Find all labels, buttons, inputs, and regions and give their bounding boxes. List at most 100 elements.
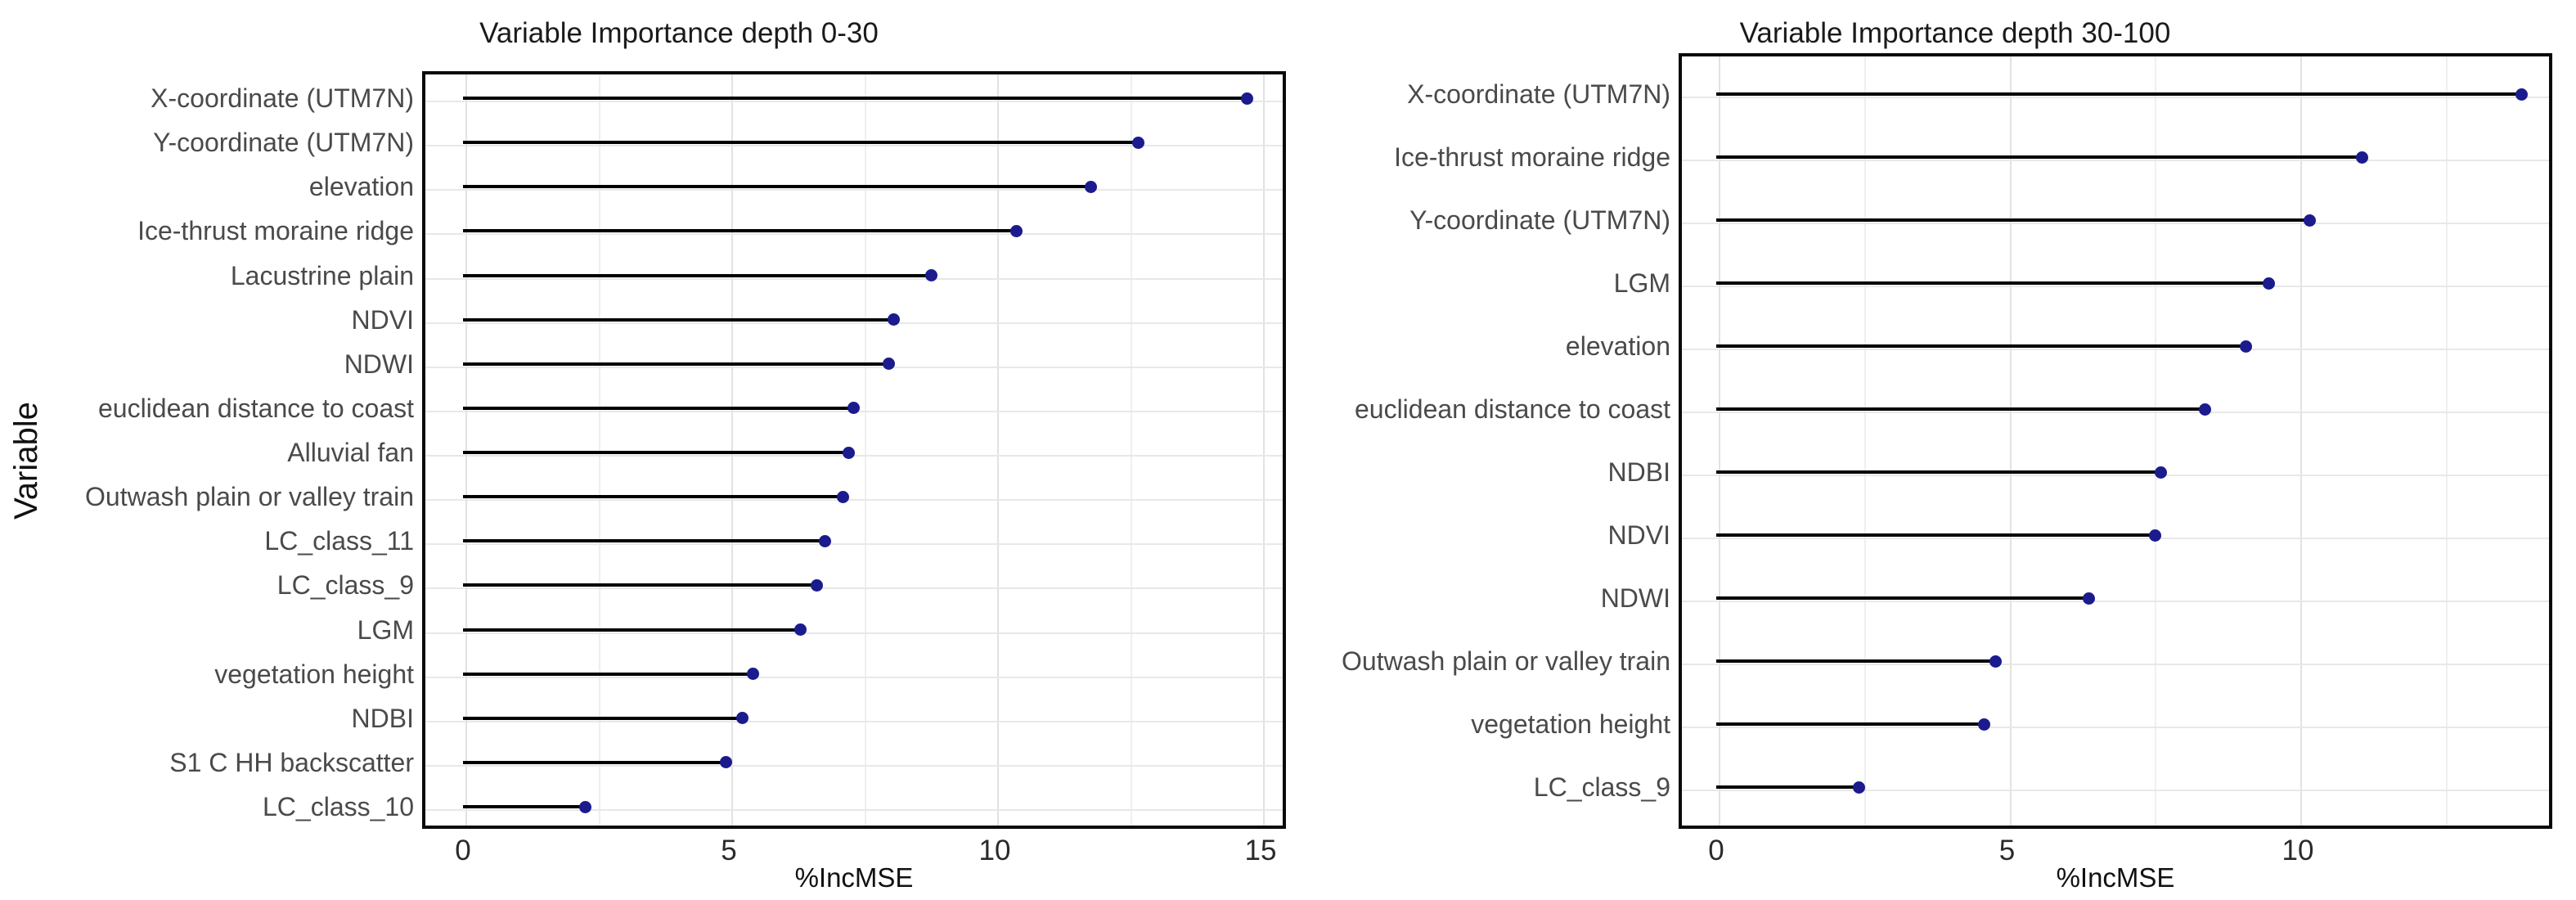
lollipop-stem	[463, 406, 854, 410]
data-point	[1009, 224, 1023, 237]
y-gridline	[425, 809, 1283, 811]
y-gridline	[425, 322, 1283, 324]
lollipop-stem	[463, 185, 1090, 189]
y-tick-label: NDVI	[1607, 520, 1670, 550]
y-gridline	[1682, 286, 2549, 287]
x-gridline-major	[465, 74, 467, 826]
lollipop-stem	[463, 539, 825, 543]
y-tick-label: NDBI	[1607, 457, 1670, 487]
lollipop-stem	[1716, 407, 2205, 411]
data-point	[2149, 529, 2162, 542]
y-tick-label: Ice-thrust moraine ridge	[1394, 142, 1670, 172]
data-point	[2355, 151, 2368, 164]
data-point	[579, 800, 591, 813]
lollipop-stem	[463, 362, 888, 366]
lollipop-stem	[1716, 596, 2089, 600]
y-tick-label: euclidean distance to coast	[97, 393, 414, 423]
chart-title: Variable Importance depth 0-30	[479, 17, 879, 49]
lollipop-stem	[463, 583, 817, 587]
lollipop-stem	[1716, 218, 2310, 222]
lollipop-stem	[463, 760, 726, 764]
x-gridline-major	[1719, 56, 1720, 826]
y-gridline	[425, 366, 1283, 368]
y-gridline	[1682, 349, 2549, 350]
data-point	[1084, 180, 1097, 193]
y-gridline	[1682, 97, 2549, 98]
y-tick-label: S1 C HH backscatter	[169, 747, 414, 777]
y-gridline	[425, 543, 1283, 546]
y-tick-label: Outwash plain or valley train	[1342, 646, 1670, 676]
x-tick-label: 15	[1244, 835, 1277, 866]
lollipop-stem	[1716, 344, 2246, 348]
x-gridline-major	[2009, 56, 2012, 826]
y-gridline	[425, 587, 1283, 590]
y-tick-label: X-coordinate (UTM7N)	[1407, 79, 1670, 109]
data-point	[2303, 214, 2316, 227]
y-tick-label: LC_class_11	[264, 526, 414, 556]
y-tick-label: Lacustrine plain	[230, 260, 414, 290]
y-tick-label: elevation	[308, 172, 414, 202]
data-point	[1989, 655, 2002, 668]
lollipop-stem	[463, 672, 753, 676]
lollipop-stem	[1716, 533, 2156, 537]
y-gridline	[1682, 223, 2549, 224]
y-tick-label: Ice-thrust moraine ridge	[137, 216, 414, 246]
x-gridline-minor	[1130, 74, 1132, 826]
y-tick-label: LC_class_10	[263, 792, 414, 821]
data-point	[842, 446, 855, 459]
x-tick-label: 0	[455, 835, 471, 866]
data-point	[2155, 466, 2168, 479]
x-tick-label: 10	[2282, 835, 2314, 866]
lollipop-stem	[1716, 155, 2362, 159]
data-point	[924, 269, 937, 281]
data-point	[2239, 340, 2252, 353]
y-gridline	[1682, 664, 2549, 665]
lollipop-stem	[463, 97, 1248, 100]
lollipop-stem	[463, 141, 1139, 145]
x-gridline-minor	[2155, 56, 2157, 826]
y-tick-label: Alluvial fan	[287, 438, 414, 467]
data-point	[837, 490, 850, 503]
y-tick-label: Outwash plain or valley train	[85, 482, 414, 512]
data-point	[888, 313, 900, 326]
x-gridline-minor	[1863, 56, 1866, 826]
x-tick-label: 0	[1708, 835, 1724, 866]
data-point	[794, 623, 807, 636]
x-gridline-minor	[864, 74, 866, 826]
plot-panel	[1679, 53, 2552, 829]
data-point	[1977, 718, 1990, 731]
lollipop-stem	[1716, 785, 1859, 789]
y-gridline	[1682, 412, 2549, 413]
y-gridline	[425, 632, 1283, 634]
y-tick-label: Y-coordinate (UTM7N)	[153, 128, 414, 158]
y-tick-label: euclidean distance to coast	[1354, 394, 1670, 424]
x-gridline-minor	[2445, 56, 2448, 826]
lollipop-stem	[1716, 92, 2522, 96]
data-point	[1132, 136, 1144, 149]
y-gridline	[1682, 727, 2549, 728]
y-gridline	[1682, 790, 2549, 791]
lollipop-stem	[463, 716, 743, 720]
y-tick-label: vegetation height	[214, 659, 414, 689]
y-gridline	[425, 720, 1283, 722]
lollipop-stem	[1716, 281, 2269, 285]
y-tick-label: LC_class_9	[1533, 772, 1670, 802]
data-point	[746, 668, 759, 681]
x-axis-title: %IncMSE	[794, 862, 914, 893]
y-tick-label: elevation	[1565, 331, 1670, 361]
y-tick-label: LC_class_9	[276, 570, 414, 601]
y-tick-label: LGM	[357, 614, 414, 645]
data-point	[810, 578, 823, 592]
x-tick-label: 5	[721, 835, 737, 866]
data-point	[847, 402, 861, 415]
x-gridline-major	[2300, 56, 2302, 826]
y-gridline	[1682, 475, 2549, 476]
x-gridline-major	[997, 74, 999, 826]
x-gridline-major	[1263, 74, 1265, 826]
lollipop-stem	[463, 317, 894, 322]
chart-title: Variable Importance depth 30-100	[1739, 17, 2171, 49]
lollipop-stem	[463, 805, 586, 808]
x-gridline-major	[731, 74, 733, 826]
